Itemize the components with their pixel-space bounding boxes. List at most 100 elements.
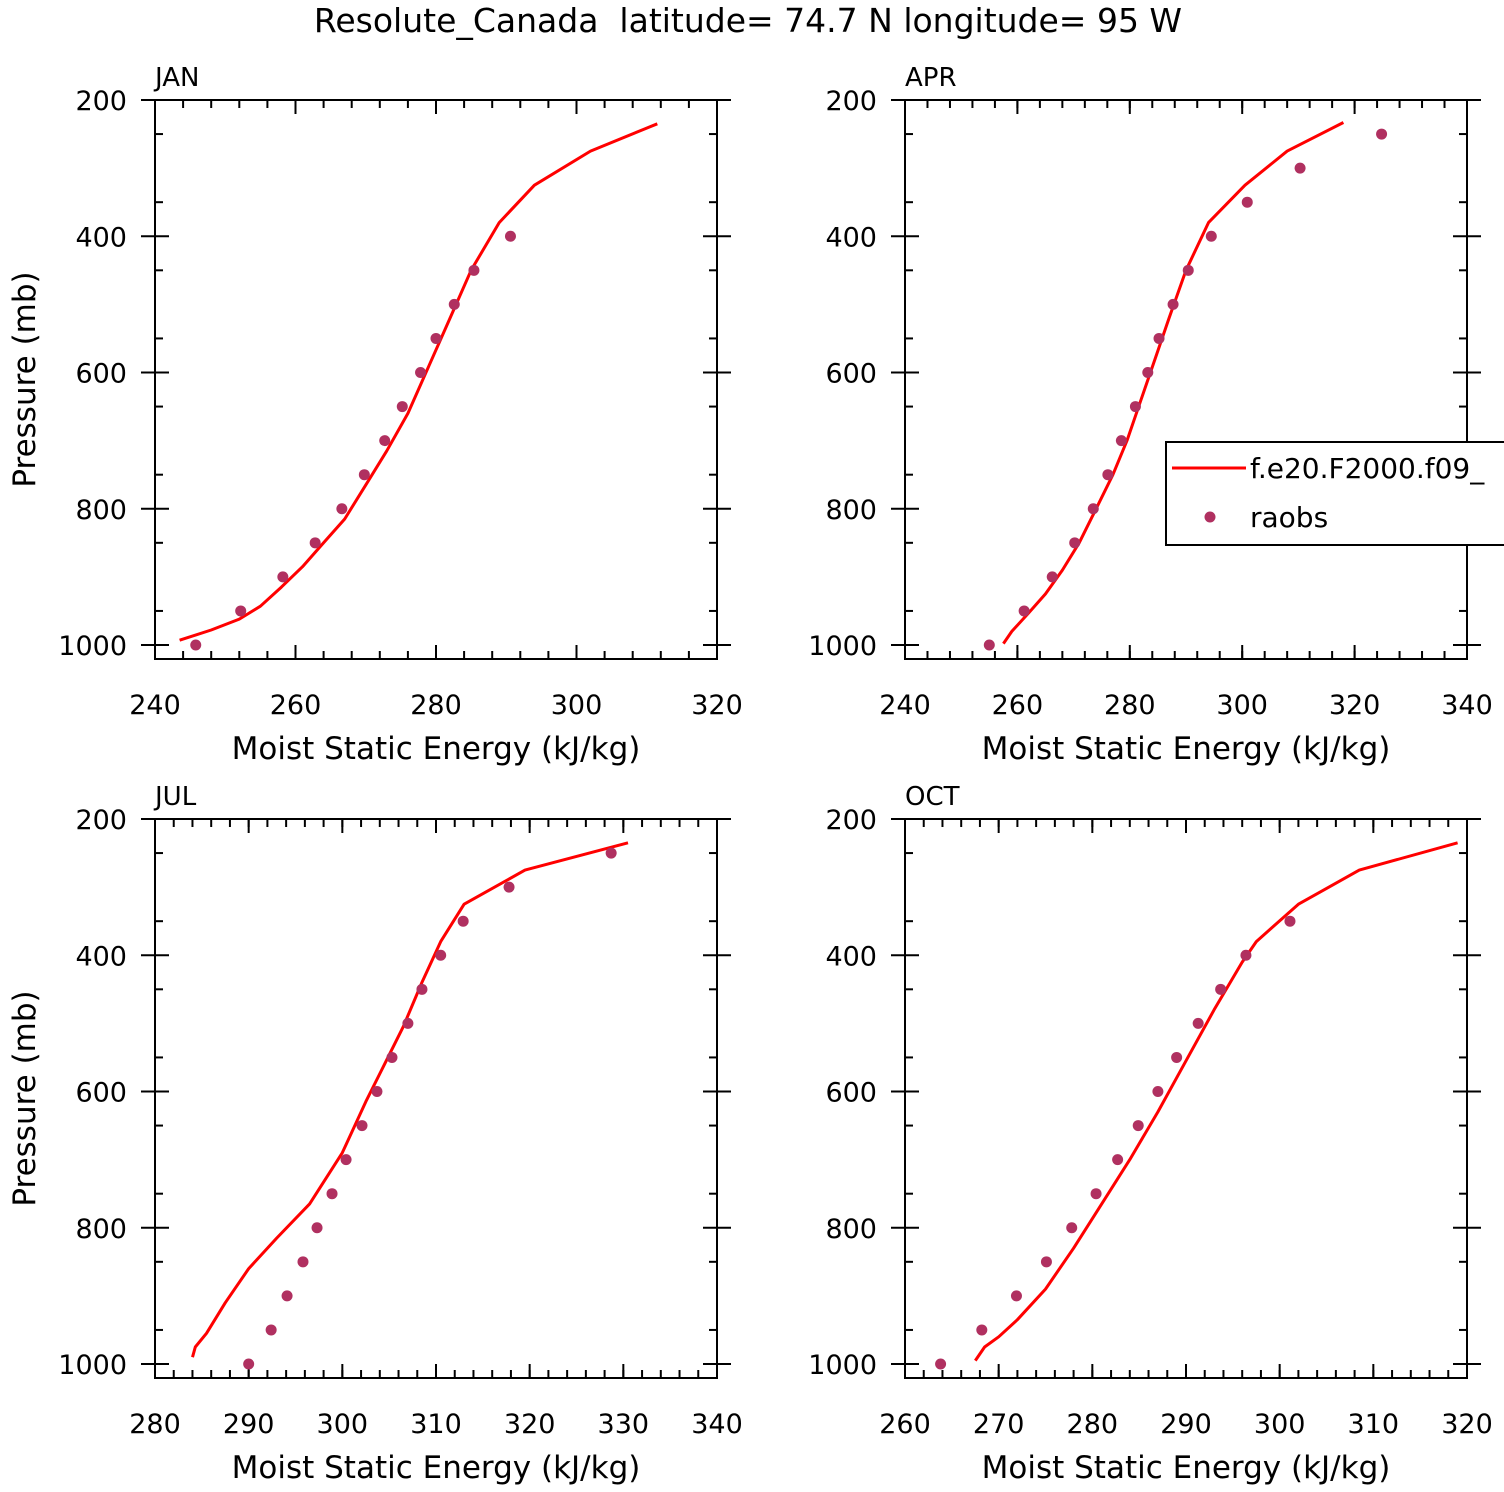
plot-frame (904, 99, 1468, 660)
panel-title: JUL (153, 782, 197, 812)
raobs-point (430, 332, 442, 344)
raobs-point (605, 847, 617, 859)
raobs-point (340, 1154, 352, 1166)
raobs-point (983, 639, 995, 651)
raobs-point (1018, 605, 1030, 617)
plot-frame (904, 818, 1468, 1379)
x-tick-label: 280 (1104, 690, 1156, 721)
x-tick-label: 300 (1216, 690, 1268, 721)
legend: f.e20.F2000.f09_raobs (1165, 441, 1504, 546)
x-tick-label: 320 (1441, 1409, 1493, 1440)
x-tick-label: 270 (973, 1409, 1025, 1440)
y-tick-label: 400 (75, 941, 127, 972)
plot-frame (154, 99, 718, 660)
x-tick-label: 300 (1254, 1409, 1306, 1440)
legend-marker-swatch (1204, 511, 1216, 523)
y-tick-label: 1000 (58, 631, 127, 662)
main-title: Resolute_Canada latitude= 74.7 N longitu… (314, 1, 1182, 40)
y-tick-label: 400 (75, 222, 127, 253)
raobs-point (415, 367, 427, 378)
y-tick-label: 800 (75, 1214, 127, 1245)
raobs-point (1153, 332, 1165, 344)
y-tick-label: 1000 (808, 1350, 877, 1381)
raobs-point (297, 1256, 309, 1268)
x-axis-title: Moist Static Energy (kJ/kg) (232, 1450, 641, 1486)
x-tick-label: 260 (992, 690, 1044, 721)
y-tick-label: 800 (825, 495, 877, 526)
raobs-point (1142, 367, 1154, 378)
raobs-point (1132, 1120, 1144, 1132)
raobs-point (1087, 503, 1099, 515)
panel-title: APR (905, 63, 957, 93)
x-tick-label: 290 (1160, 1409, 1212, 1440)
raobs-point (277, 571, 289, 583)
raobs-point (1046, 571, 1058, 583)
raobs-point (1376, 128, 1388, 140)
raobs-point (1102, 469, 1114, 481)
x-tick-label: 260 (879, 1409, 931, 1440)
y-tick-label: 600 (75, 359, 127, 390)
raobs-point (326, 1188, 338, 1200)
x-tick-label: 280 (1067, 1409, 1119, 1440)
raobs-point (1066, 1222, 1078, 1234)
x-tick-label: 300 (317, 1409, 369, 1440)
raobs-point (935, 1358, 947, 1370)
raobs-point (1241, 196, 1253, 208)
raobs-point (336, 503, 348, 515)
x-tick-label: 240 (129, 690, 181, 721)
raobs-point (1192, 1017, 1204, 1029)
y-axis-title: Pressure (mb) (7, 271, 43, 487)
raobs-point (976, 1324, 988, 1336)
x-tick-label: 280 (129, 1409, 181, 1440)
raobs-point (386, 1051, 398, 1063)
x-tick-label: 340 (1441, 690, 1493, 721)
raobs-point (402, 1017, 414, 1029)
raobs-point (468, 264, 480, 276)
raobs-point (1240, 949, 1252, 961)
legend-box (1165, 441, 1504, 546)
raobs-point (504, 230, 516, 242)
x-axis-title: Moist Static Energy (kJ/kg) (982, 1450, 1391, 1486)
x-tick-label: 310 (1348, 1409, 1400, 1440)
raobs-point (356, 1120, 368, 1132)
plot-frame (154, 818, 718, 1379)
series-line-model (974, 841, 1459, 1362)
legend-label-raobs: raobs (1250, 501, 1328, 534)
y-tick-label: 600 (825, 1078, 877, 1109)
raobs-point (371, 1086, 383, 1097)
raobs-point (1112, 1154, 1124, 1166)
y-tick-label: 400 (825, 222, 877, 253)
y-tick-label: 400 (825, 941, 877, 972)
y-axis-title: Pressure (mb) (7, 990, 43, 1206)
y-tick-label: 1000 (58, 1350, 127, 1381)
raobs-point (190, 639, 202, 651)
y-tick-label: 200 (75, 805, 127, 836)
raobs-point (435, 949, 447, 961)
raobs-point (1294, 162, 1306, 174)
raobs-point (1090, 1188, 1102, 1200)
legend-label-model: f.e20.F2000.f09_ (1250, 452, 1485, 485)
series-line-model (179, 122, 658, 642)
raobs-point (1115, 435, 1127, 447)
panel-title: OCT (905, 782, 960, 812)
y-tick-label: 200 (825, 86, 877, 117)
raobs-point (243, 1358, 255, 1370)
x-tick-label: 300 (551, 690, 603, 721)
raobs-point (358, 469, 370, 481)
x-tick-label: 320 (691, 690, 743, 721)
raobs-point (1152, 1086, 1164, 1097)
raobs-point (1010, 1290, 1022, 1302)
x-tick-label: 260 (270, 690, 322, 721)
y-tick-label: 600 (825, 359, 877, 390)
raobs-point (448, 298, 460, 310)
raobs-point (1167, 298, 1179, 310)
raobs-point (1040, 1256, 1052, 1268)
raobs-point (311, 1222, 323, 1234)
y-tick-label: 800 (75, 495, 127, 526)
